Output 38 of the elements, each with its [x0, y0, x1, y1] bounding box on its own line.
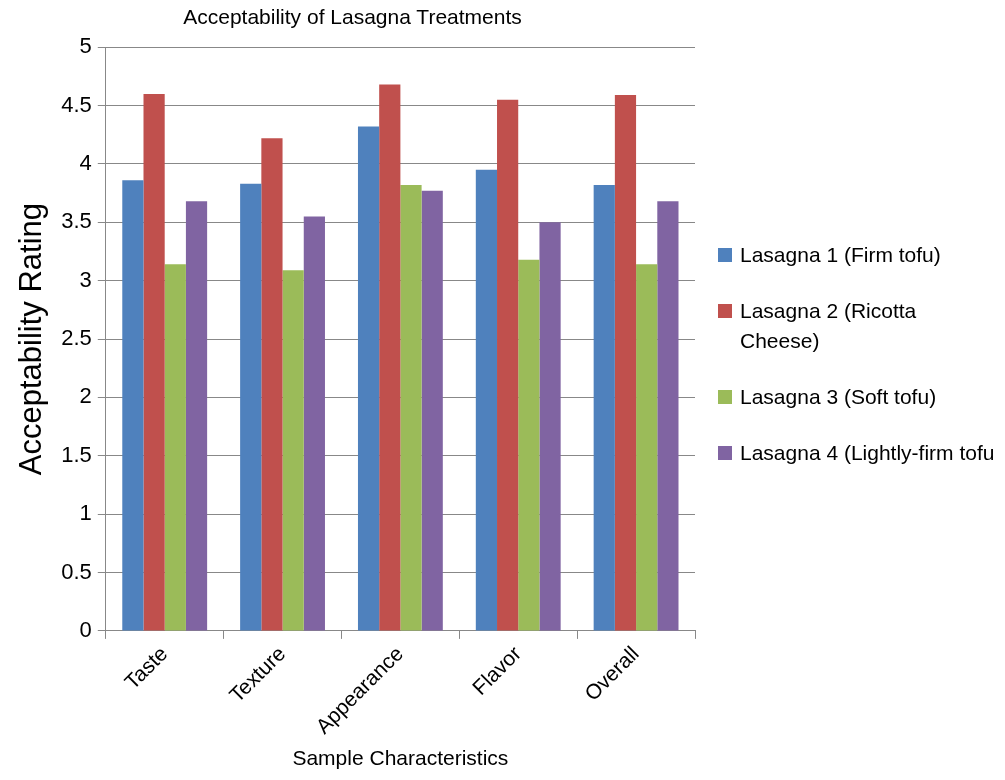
- y-tick-label: 0: [79, 616, 92, 642]
- y-tick-label: 1: [79, 500, 92, 526]
- bar: [657, 201, 679, 631]
- bar: [475, 169, 498, 631]
- y-tick-label: 4: [79, 150, 92, 175]
- y-tick-label: 0.5: [61, 558, 92, 584]
- legend-label: Lasagna 2 (Ricotta Cheese): [740, 298, 918, 354]
- y-tick-label: 2.5: [61, 325, 92, 351]
- bar: [421, 190, 443, 631]
- legend-label: Lasagna 3 (Soft tofu): [740, 384, 937, 410]
- y-axis-title: Acceptability Rating: [13, 202, 49, 476]
- bar: [614, 95, 637, 631]
- bar: [122, 180, 144, 631]
- y-tick-label: 2: [79, 383, 92, 409]
- bar: [636, 264, 658, 631]
- bar: [518, 259, 540, 631]
- bar: [143, 93, 165, 631]
- bar: [240, 183, 262, 631]
- bar: [379, 84, 401, 631]
- bar: [357, 126, 380, 631]
- legend-label: Lasagna 4 (Lightly-firm tofu: [740, 440, 995, 466]
- bar: [185, 201, 208, 631]
- bar: [497, 99, 519, 631]
- y-tick-label: 5: [79, 33, 92, 59]
- bar: [593, 184, 615, 631]
- y-tick-label: 1.5: [61, 441, 92, 467]
- y-tick-label: 3.5: [61, 208, 92, 234]
- bar: [261, 138, 283, 631]
- y-tick-label: 4.5: [61, 91, 92, 117]
- bar: [539, 222, 561, 631]
- bar: [164, 264, 186, 631]
- x-axis-title: Sample Characteristics: [292, 746, 509, 770]
- bar: [303, 216, 325, 631]
- legend-label: Lasagna 1 (Firm tofu): [740, 242, 941, 268]
- bar: [400, 184, 422, 631]
- bar: [282, 270, 304, 631]
- y-tick-label: 3: [79, 266, 92, 292]
- chart-title: Acceptability of Lasagna Treatments: [183, 5, 522, 29]
